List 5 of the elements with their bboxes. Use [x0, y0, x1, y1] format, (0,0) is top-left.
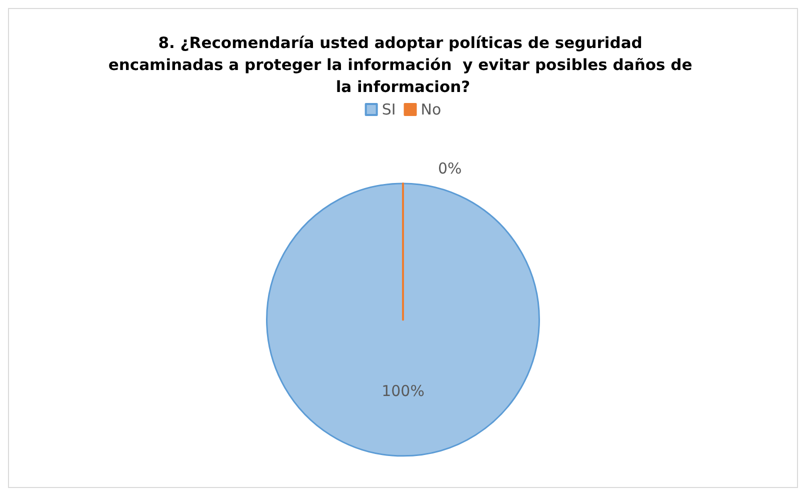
text: 0%	[438, 159, 462, 178]
data-label: 100%	[382, 382, 424, 400]
chart-title: 8. ¿Recomendaría usted adoptar políticas de seguridad encaminadas a proteger la información y evitar posibles daños de la informacion?	[108, 34, 698, 96]
legend-label: No	[420, 100, 442, 118]
legend-label: SI	[382, 100, 396, 118]
